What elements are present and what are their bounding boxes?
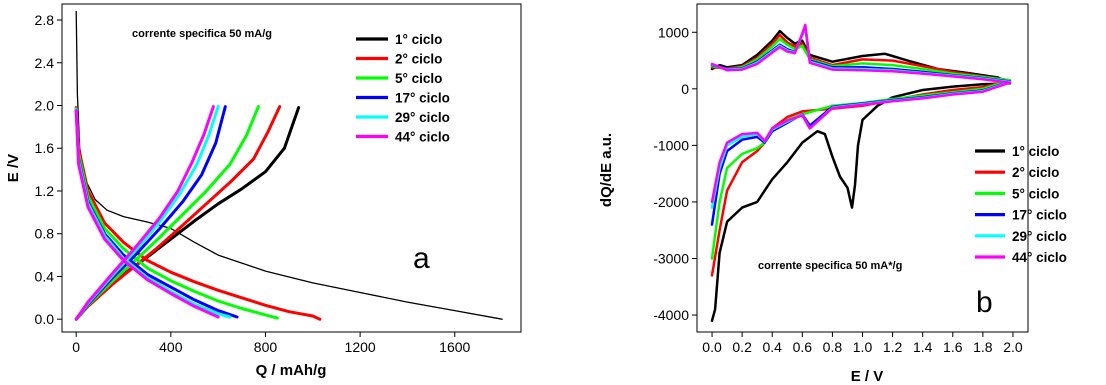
chart-b-legend-label: 17° ciclo [1012, 208, 1067, 223]
chart-b-series-6-oxidation-line [710, 23, 1012, 84]
chart-b-y-tick-label: -1000 [653, 137, 689, 153]
chart-a-x-tick-label: 0 [72, 339, 80, 355]
chart-b-annotation: corrente specifica 50 mA*/g [758, 260, 902, 272]
chart-a-legend-label: 1° ciclo [395, 32, 442, 47]
chart-b-x-tick-label: 2.0 [1003, 339, 1023, 355]
chart-a-x-ticks: 0 400 800 1200 1600 [72, 332, 471, 355]
chart-b-x-tick-label: 0.2 [732, 339, 752, 355]
chart-b-ylabel: dQ/dE a.u. [598, 133, 615, 207]
chart-a-y-ticks: 0.0 0.4 0.8 1.2 1.6 2.0 2.4 2.8 [35, 12, 62, 327]
chart-a-series-2-discharge-line [74, 106, 322, 321]
chart-b-x-tick-label: 0.4 [762, 339, 782, 355]
chart-a-ylabel: E /V [5, 154, 22, 182]
chart-a-series [74, 10, 503, 321]
chart-a-y-tick-label: 0.8 [35, 226, 55, 242]
chart-a-annotation: corrente specifica 50 mA/g [132, 28, 272, 40]
chart-b-panel-label: b [976, 286, 993, 319]
chart-a-panel-label: a [413, 242, 430, 275]
chart-a-legend-label: 2° ciclo [395, 52, 442, 67]
chart-b-plot-frame [696, 3, 1029, 333]
chart-a-legend: 1° ciclo 2° ciclo 5° ciclo 17° ciclo 29° cic… [356, 32, 450, 145]
chart-b-series-3-oxidation-line [710, 37, 1012, 82]
chart-a-y-tick-label: 1.2 [35, 183, 55, 199]
chart-a-series-2-charge-line [74, 105, 282, 321]
chart-a-legend-label: 44° ciclo [395, 130, 450, 145]
chart-a-y-tick-label: 0.4 [35, 268, 55, 284]
chart-b-legend: 1° ciclo 2° ciclo 5° ciclo 17° ciclo 29° cic… [975, 144, 1067, 265]
chart-a-y-tick-label: 2.4 [35, 55, 55, 71]
chart-a-x-tick-label: 1200 [345, 339, 376, 355]
chart-b-x-tick-label: 1.4 [913, 339, 933, 355]
chart-b-x-tick-label: 1.2 [883, 339, 903, 355]
chart-b-x-tick-label: 1.8 [973, 339, 993, 355]
chart-a-legend-label: 17° ciclo [395, 91, 450, 106]
chart-b-y-tick-label: -3000 [653, 250, 689, 266]
chart-b-y-tick-label: -4000 [653, 307, 689, 323]
chart-a-y-tick-label: 2.0 [35, 97, 55, 113]
chart-a-xlabel: Q / mAh/g [256, 362, 327, 379]
chart-a-plot-frame [61, 3, 522, 333]
chart-a-x-tick-label: 400 [159, 339, 183, 355]
chart-b-x-ticks: 0.0 0.2 0.4 0.6 0.8 1.0 1.2 1.4 1.6 1.8 2.0 [702, 332, 1023, 355]
chart-a-y-tick-label: 1.6 [35, 140, 55, 156]
chart-b-series-5-reduction-line [710, 80, 1012, 209]
chart-a-series-6-discharge-line [74, 109, 220, 319]
chart-b-x-tick-label: 0.0 [702, 339, 722, 355]
chart-a-y-tick-label: 0.0 [35, 311, 55, 327]
chart-b-y-tick-label: -2000 [653, 194, 689, 210]
chart-a-x-tick-label: 800 [254, 339, 278, 355]
chart-b-x-tick-label: 1.0 [853, 339, 873, 355]
chart-b-x-tick-label: 0.8 [823, 339, 843, 355]
chart-b-x-tick-label: 1.6 [943, 339, 963, 355]
chart-b-series-1-reduction-line [710, 81, 1012, 322]
chart-b-y-tick-label: 1000 [658, 24, 689, 40]
chart-a-series-6-charge-line [74, 105, 215, 321]
chart-b-xlabel: E / V [851, 368, 884, 385]
chart-a-y-tick-label: 2.8 [35, 12, 55, 28]
chart-a-legend-label: 29° ciclo [395, 110, 450, 125]
chart-b-series-2-oxidation-line [710, 33, 1012, 82]
chart-b-legend-label: 2° ciclo [1012, 165, 1059, 180]
chart-b-y-ticks: -4000 -3000 -2000 -1000 0 1000 [653, 24, 697, 323]
chart-a-x-tick-label: 1600 [439, 339, 470, 355]
chart-b-legend-label: 44° ciclo [1012, 250, 1067, 265]
chart-b-series-2-reduction-line [710, 79, 1012, 277]
chart-b-y-tick-label: 0 [681, 81, 689, 97]
chart-b-series [710, 23, 1012, 322]
chart-b-legend-label: 1° ciclo [1012, 144, 1059, 159]
chart-b-legend-label: 5° ciclo [1012, 186, 1059, 201]
chart-b-x-tick-label: 0.6 [793, 339, 813, 355]
chart-b-legend-label: 29° ciclo [1012, 229, 1067, 244]
chart-a-legend-label: 5° ciclo [395, 71, 442, 86]
chart-b-series-6-reduction-line [710, 81, 1012, 204]
